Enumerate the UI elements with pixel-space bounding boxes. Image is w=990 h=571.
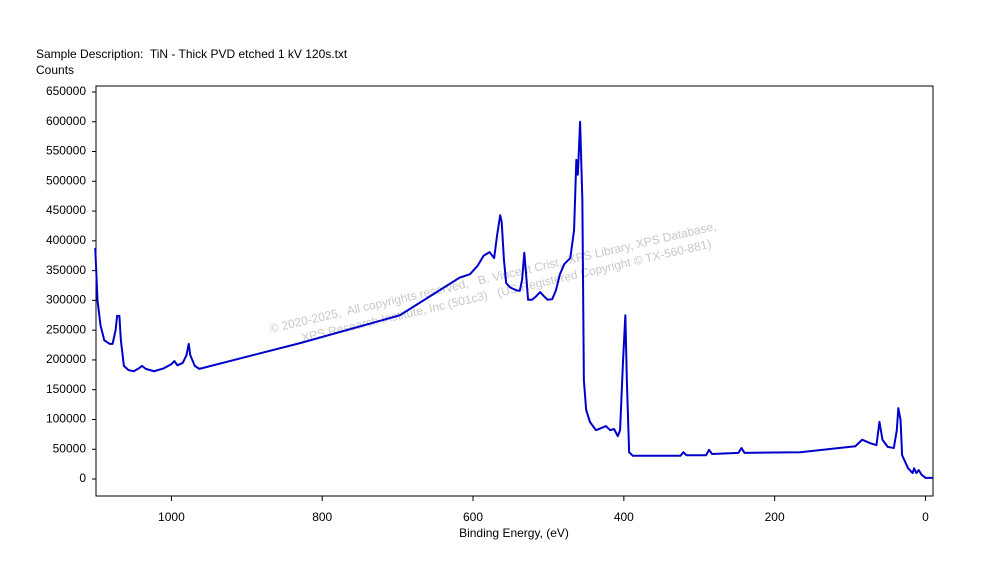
y-tick-label: 500000 xyxy=(46,173,86,187)
x-tick-label: 400 xyxy=(614,510,634,524)
y-axis-label: Counts xyxy=(36,63,74,77)
y-tick-label: 450000 xyxy=(46,203,86,217)
watermark-text: XPS Research Institute, Inc (501c3) (US … xyxy=(300,237,713,345)
x-axis-label: Binding Energy, (eV) xyxy=(459,526,569,540)
y-tick-label: 200000 xyxy=(46,352,86,366)
x-tick-label: 200 xyxy=(765,510,785,524)
plot-frame xyxy=(95,85,934,497)
y-tick-label: 300000 xyxy=(46,293,86,307)
watermark-text: © 2020-2025, All copyrights reserved, B.… xyxy=(268,219,717,336)
chart-title: Sample Description: TiN - Thick PVD etch… xyxy=(36,47,348,61)
y-tick-label: 600000 xyxy=(46,114,86,128)
y-tick-label: 550000 xyxy=(46,144,86,158)
y-tick-label: 100000 xyxy=(46,412,86,426)
y-tick-label: 150000 xyxy=(46,382,86,396)
y-tick-label: 50000 xyxy=(53,441,87,455)
spectrum-line xyxy=(94,120,933,479)
y-tick-label: 0 xyxy=(79,471,86,485)
y-tick-label: 650000 xyxy=(46,84,86,98)
x-tick-label: 600 xyxy=(463,510,483,524)
watermark: © 2020-2025, All copyrights reserved, B.… xyxy=(268,219,717,345)
y-tick-label: 250000 xyxy=(46,322,86,336)
y-tick-label: 350000 xyxy=(46,263,86,277)
x-tick-label: 800 xyxy=(312,510,332,524)
y-tick-label: 400000 xyxy=(46,233,86,247)
x-tick-label: 1000 xyxy=(158,510,185,524)
x-tick-label: 0 xyxy=(922,510,929,524)
